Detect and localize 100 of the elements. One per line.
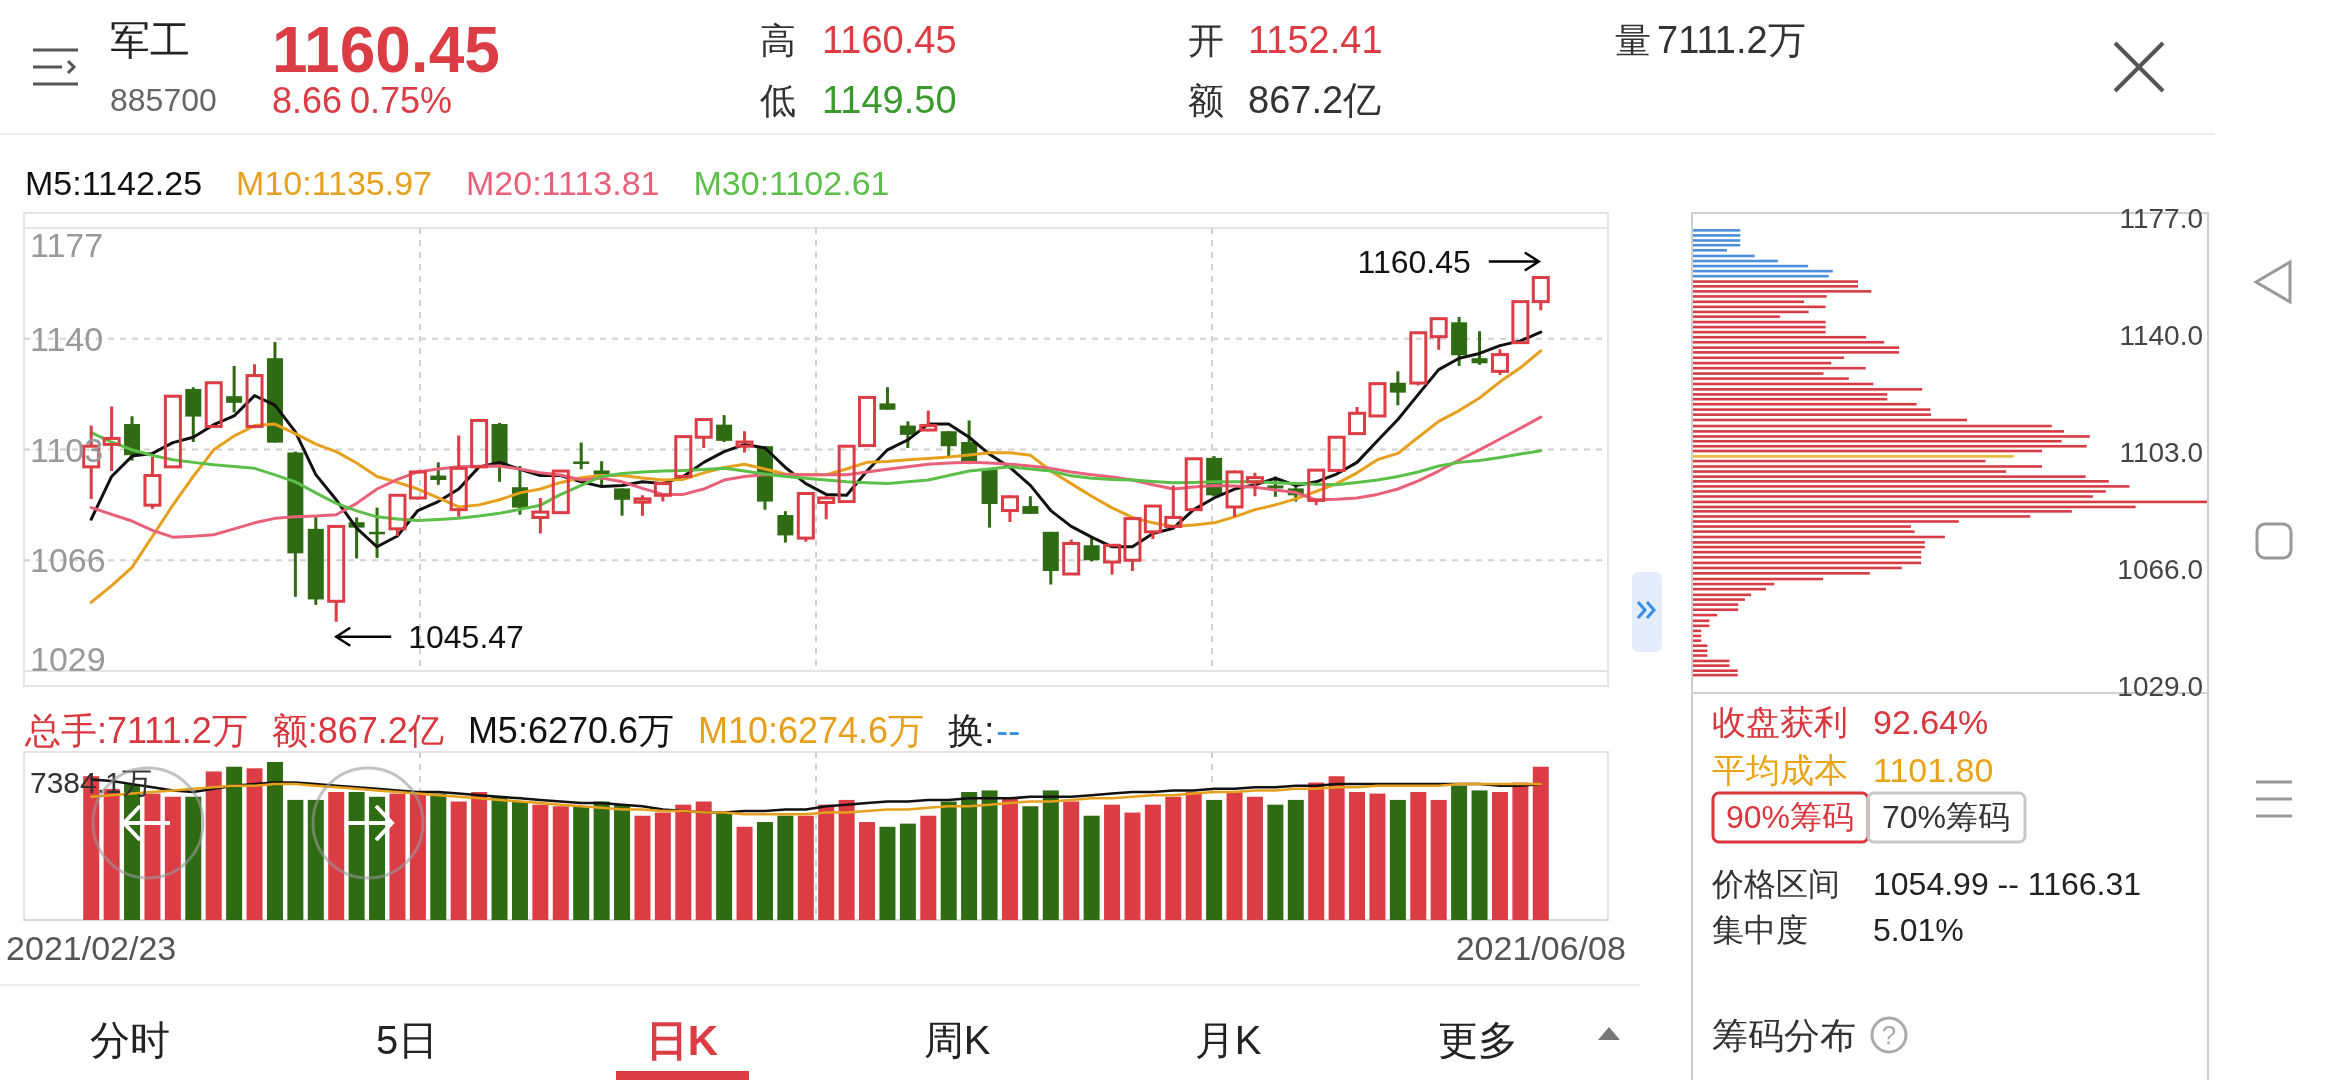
bar	[511, 801, 528, 920]
bar	[1104, 804, 1121, 920]
bar	[1451, 785, 1468, 920]
text: 日K	[645, 1016, 719, 1064]
text: 低	[760, 79, 796, 121]
bar	[838, 799, 855, 920]
text: 更多	[1438, 1018, 1518, 1062]
x-tick-label: 2021/02/23	[6, 929, 177, 967]
bar	[1063, 801, 1080, 920]
text: 军工	[110, 18, 190, 62]
bar	[573, 806, 590, 920]
text: 额:867.2亿	[271, 709, 444, 751]
bar	[328, 792, 345, 920]
bar	[1471, 790, 1488, 920]
x-tick-label: 2021/06/08	[1455, 929, 1626, 967]
bar	[614, 804, 631, 920]
text: 1160.45	[822, 19, 957, 61]
bar	[1389, 799, 1406, 920]
bar	[1693, 295, 1827, 298]
text: 量	[1615, 19, 1651, 61]
bar	[1693, 444, 2087, 448]
bar	[1165, 796, 1182, 920]
text: 总手:7111.2万	[24, 709, 248, 751]
series-label: M10:6274.6万	[698, 709, 925, 751]
bar	[859, 822, 876, 920]
bar	[1693, 377, 1849, 380]
bar	[1693, 430, 2065, 433]
bar	[634, 815, 651, 920]
bar	[1328, 776, 1345, 920]
bar	[1693, 335, 1867, 339]
bar	[1267, 804, 1284, 920]
y-tick-label: 1140	[30, 319, 104, 358]
y-tick-label: 1066.0	[2117, 554, 2203, 586]
bar	[1693, 346, 1900, 349]
text: 7111.2万	[1657, 19, 1806, 61]
text: 分时	[90, 1018, 170, 1062]
y-tick-label: 1140.0	[2119, 320, 2203, 352]
bar	[1410, 792, 1427, 920]
bar	[1532, 766, 1549, 920]
bar	[1693, 388, 1923, 391]
text: 1152.41	[1248, 19, 1383, 61]
bar	[1693, 490, 2106, 493]
bar	[1693, 234, 1741, 237]
bar	[1693, 351, 1900, 354]
bar	[246, 768, 263, 920]
bar	[1124, 812, 1141, 920]
bar	[736, 826, 753, 920]
bar	[409, 793, 426, 920]
text: 收盘获利	[1712, 703, 1848, 741]
bar	[1693, 510, 2072, 513]
bar	[185, 796, 202, 920]
bar	[654, 812, 671, 920]
bar	[226, 766, 243, 920]
bar	[1693, 495, 2093, 498]
bar	[1693, 654, 1708, 657]
bar	[1185, 792, 1202, 920]
bar	[1693, 300, 1805, 304]
bar	[1693, 598, 1745, 601]
bar	[164, 796, 181, 920]
y-tick-label: 1066	[30, 541, 106, 580]
text: 885700	[110, 82, 217, 118]
text: 1101.80	[1873, 751, 1994, 789]
bar	[1693, 664, 1730, 667]
bar	[1693, 639, 1702, 642]
text: --	[996, 709, 1021, 751]
bar	[1693, 541, 1925, 544]
bar	[920, 815, 937, 920]
bar	[675, 804, 692, 920]
bar	[1349, 792, 1366, 920]
bar	[716, 812, 733, 920]
bar	[695, 801, 712, 920]
bar	[1693, 603, 1739, 606]
bar	[1287, 799, 1304, 920]
bar	[1693, 229, 1741, 232]
bar	[1430, 799, 1447, 920]
bar	[450, 801, 467, 920]
text: 90%筹码	[1725, 799, 1855, 835]
text: 1149.50	[822, 79, 957, 121]
bar	[307, 799, 324, 920]
bar	[961, 792, 978, 920]
text: 5日	[375, 1018, 439, 1062]
bar	[1042, 790, 1059, 920]
bar	[756, 822, 773, 920]
bar	[1693, 393, 1888, 396]
text: 70%筹码	[1881, 799, 2011, 835]
bar	[1693, 455, 2014, 458]
bar	[593, 801, 610, 920]
bar	[552, 806, 569, 920]
bar	[797, 815, 814, 920]
bar	[430, 793, 447, 920]
bar	[1693, 435, 2090, 438]
bar	[389, 793, 406, 920]
bar	[1491, 792, 1508, 920]
text: ?	[1881, 1020, 1897, 1050]
text: 月K	[1194, 1018, 1262, 1062]
bar	[266, 762, 283, 920]
bar	[981, 790, 998, 920]
bar	[1693, 475, 2086, 478]
bar	[532, 804, 549, 920]
bar	[1693, 649, 1708, 653]
